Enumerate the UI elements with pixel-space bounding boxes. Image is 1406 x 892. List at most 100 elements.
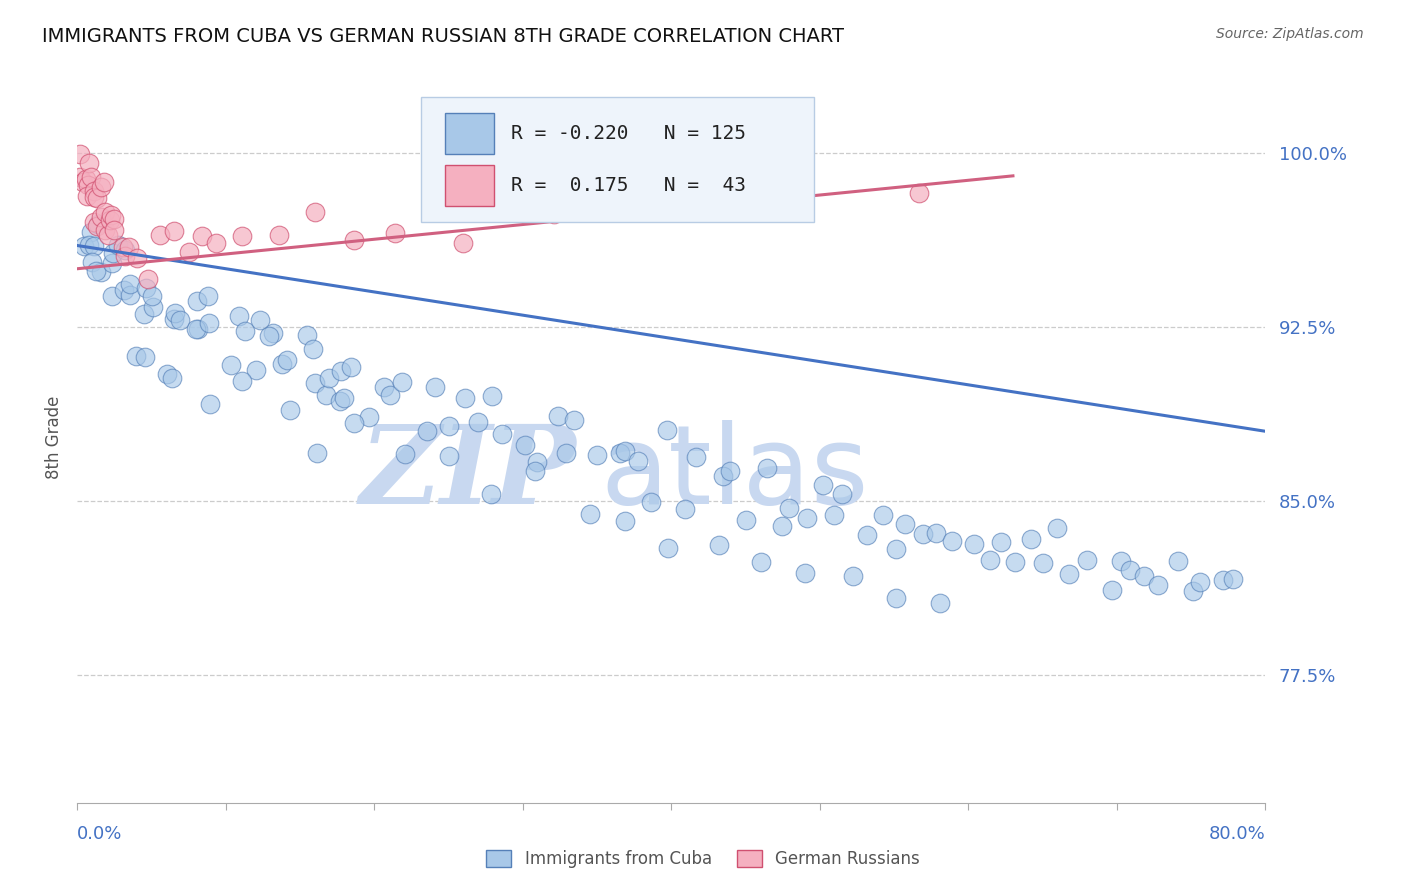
Point xyxy=(823,508,845,523)
Point xyxy=(295,327,318,342)
Text: 80.0%: 80.0% xyxy=(1209,825,1265,843)
Point xyxy=(87,217,110,231)
Point xyxy=(343,416,366,430)
Point xyxy=(648,200,671,214)
Point xyxy=(1109,554,1132,568)
Point xyxy=(1004,555,1026,569)
Point xyxy=(156,367,179,381)
Point xyxy=(186,293,208,308)
Point xyxy=(276,352,298,367)
Point xyxy=(718,464,741,478)
Point xyxy=(231,374,253,388)
Point xyxy=(163,224,186,238)
Point xyxy=(963,537,986,551)
Point xyxy=(228,309,250,323)
Point xyxy=(685,450,707,465)
Point xyxy=(142,301,165,315)
Point xyxy=(513,438,536,452)
Point xyxy=(1119,563,1142,577)
Point xyxy=(842,569,865,583)
Point xyxy=(304,205,326,219)
Point xyxy=(83,190,105,204)
Point xyxy=(118,287,141,301)
Point xyxy=(231,228,253,243)
Point xyxy=(179,245,201,260)
Point xyxy=(453,391,475,405)
Point xyxy=(114,249,136,263)
Point xyxy=(481,389,503,403)
Point xyxy=(526,455,548,469)
Point xyxy=(479,487,502,501)
Point xyxy=(76,189,98,203)
Text: R =  0.175   N =  43: R = 0.175 N = 43 xyxy=(510,177,745,195)
Y-axis label: 8th Grade: 8th Grade xyxy=(45,395,63,479)
Point xyxy=(100,289,122,303)
Point xyxy=(1032,557,1054,571)
Point xyxy=(73,239,96,253)
Point xyxy=(197,289,219,303)
Point xyxy=(69,169,91,184)
Point xyxy=(872,508,894,522)
Point xyxy=(657,541,679,556)
Point xyxy=(911,527,934,541)
Point xyxy=(1076,553,1098,567)
Point xyxy=(1046,521,1069,535)
Point xyxy=(318,370,340,384)
Point xyxy=(120,277,142,292)
Point xyxy=(83,239,105,253)
Point xyxy=(107,238,129,252)
Point xyxy=(884,591,907,605)
Point xyxy=(640,494,662,508)
Point xyxy=(333,391,356,405)
Point xyxy=(100,208,122,222)
Point xyxy=(811,478,834,492)
Point xyxy=(329,393,352,408)
Point xyxy=(79,237,101,252)
Point xyxy=(437,419,460,434)
Point xyxy=(69,147,91,161)
Point xyxy=(118,240,141,254)
Text: IMMIGRANTS FROM CUBA VS GERMAN RUSSIAN 8TH GRADE CORRELATION CHART: IMMIGRANTS FROM CUBA VS GERMAN RUSSIAN 8… xyxy=(42,27,844,45)
Point xyxy=(1059,566,1081,581)
Point xyxy=(1212,574,1234,588)
Point xyxy=(103,211,125,226)
Point xyxy=(93,175,115,189)
Point xyxy=(979,553,1001,567)
Point xyxy=(77,178,100,192)
Point xyxy=(1101,582,1123,597)
Point xyxy=(100,256,122,270)
Point xyxy=(614,514,637,528)
Point xyxy=(198,397,221,411)
Point xyxy=(136,272,159,286)
Point xyxy=(735,513,758,527)
Point xyxy=(562,413,585,427)
Point xyxy=(856,528,879,542)
Point xyxy=(585,448,607,462)
Point xyxy=(755,461,778,475)
Point xyxy=(271,357,294,371)
Point xyxy=(278,403,301,417)
Point xyxy=(340,359,363,374)
Point xyxy=(90,265,112,279)
Point xyxy=(627,454,650,468)
Point xyxy=(125,251,148,265)
Point xyxy=(302,342,325,356)
Point xyxy=(357,409,380,424)
Point xyxy=(793,566,815,581)
Point xyxy=(711,469,734,483)
Point xyxy=(1222,572,1244,586)
Point xyxy=(112,283,135,297)
Legend: Immigrants from Cuba, German Russians: Immigrants from Cuba, German Russians xyxy=(479,843,927,875)
Point xyxy=(467,416,489,430)
Point xyxy=(163,306,186,320)
Point xyxy=(894,516,917,531)
Text: Source: ZipAtlas.com: Source: ZipAtlas.com xyxy=(1216,27,1364,41)
Point xyxy=(609,446,631,460)
Point xyxy=(80,169,103,184)
Point xyxy=(114,244,136,258)
Point xyxy=(135,280,157,294)
Point xyxy=(929,597,952,611)
Point xyxy=(315,388,337,402)
Point xyxy=(233,324,256,338)
Point xyxy=(437,449,460,463)
